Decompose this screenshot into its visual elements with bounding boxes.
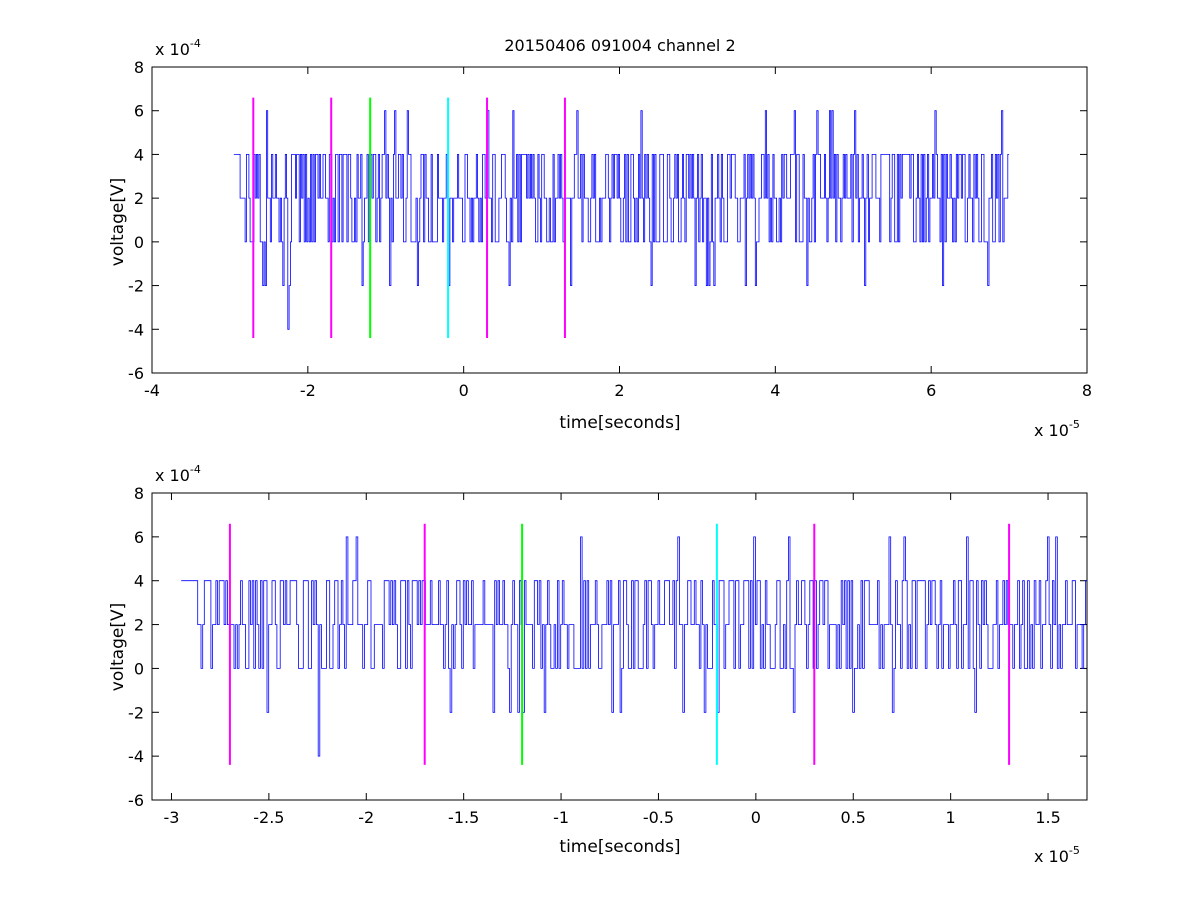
top-chart: 20150406 091004 channel 2 time[seconds] … (108, 36, 1092, 440)
y-multiplier-exponent: -4 (190, 463, 201, 476)
x-multiplier-exponent: -5 (1069, 844, 1080, 857)
x-tick-label: 0.5 (841, 808, 866, 827)
y-axis-label: voltage[V] (108, 603, 128, 691)
x-tick-label: 0 (459, 381, 469, 400)
y-tick-label: 4 (134, 572, 144, 591)
y-tick-label: -2 (128, 277, 144, 296)
x-tick-label: 1 (946, 808, 956, 827)
y-tick-label: 0 (134, 659, 144, 678)
y-tick-label: 0 (134, 233, 144, 252)
x-axis-label: time[seconds] (559, 837, 680, 857)
y-tick-label: 8 (134, 58, 144, 77)
x-tick-label: -0.5 (643, 808, 674, 827)
y-multiplier: x 10-4 (155, 37, 201, 59)
x-tick-label: -4 (144, 381, 160, 400)
x-multiplier: x 10-5 (1034, 418, 1080, 440)
x-multiplier-exponent: -5 (1069, 418, 1080, 431)
y-tick-label: -2 (128, 703, 144, 722)
y-tick-label: -6 (128, 791, 144, 810)
x-tick-label: -1.5 (448, 808, 479, 827)
y-tick-label: 4 (134, 145, 144, 164)
x-multiplier: x 10-5 (1034, 844, 1080, 866)
x-tick-label: -2 (358, 808, 374, 827)
y-tick-label: -4 (128, 320, 144, 339)
x-axis-label: time[seconds] (559, 413, 680, 433)
y-multiplier-base: x 10 (155, 40, 190, 59)
y-multiplier-exponent: -4 (190, 37, 201, 50)
voltage-trace (233, 110, 1010, 330)
x-tick-label: 0 (751, 808, 761, 827)
y-tick-label: 2 (134, 189, 144, 208)
x-tick-label: 6 (926, 381, 936, 400)
y-axis-label: voltage[V] (108, 178, 128, 266)
y-tick-label: -4 (128, 747, 144, 766)
x-tick-label: 4 (770, 381, 780, 400)
voltage-trace (181, 536, 1087, 757)
chart-title: 20150406 091004 channel 2 (504, 36, 735, 55)
y-tick-label: 6 (134, 102, 144, 121)
y-tick-label: 2 (134, 616, 144, 635)
bottom-chart: time[seconds] voltage[V] x 10-4 x 10-5 -… (108, 463, 1088, 866)
plot-frame (151, 66, 1088, 374)
x-tick-label: -2.5 (253, 808, 284, 827)
x-tick-label: 8 (1082, 381, 1092, 400)
y-multiplier-base: x 10 (155, 466, 190, 485)
x-tick-label: -3 (164, 808, 180, 827)
x-multiplier-base: x 10 (1034, 421, 1069, 440)
y-tick-label: -6 (128, 364, 144, 383)
y-multiplier: x 10-4 (155, 463, 201, 485)
x-tick-label: 2 (614, 381, 624, 400)
y-tick-label: 6 (134, 528, 144, 547)
y-tick-label: 8 (134, 484, 144, 503)
x-multiplier-base: x 10 (1034, 847, 1069, 866)
x-tick-label: -1 (553, 808, 569, 827)
plot-frame (151, 492, 1088, 801)
x-tick-label: 1.5 (1035, 808, 1060, 827)
x-tick-label: -2 (300, 381, 316, 400)
